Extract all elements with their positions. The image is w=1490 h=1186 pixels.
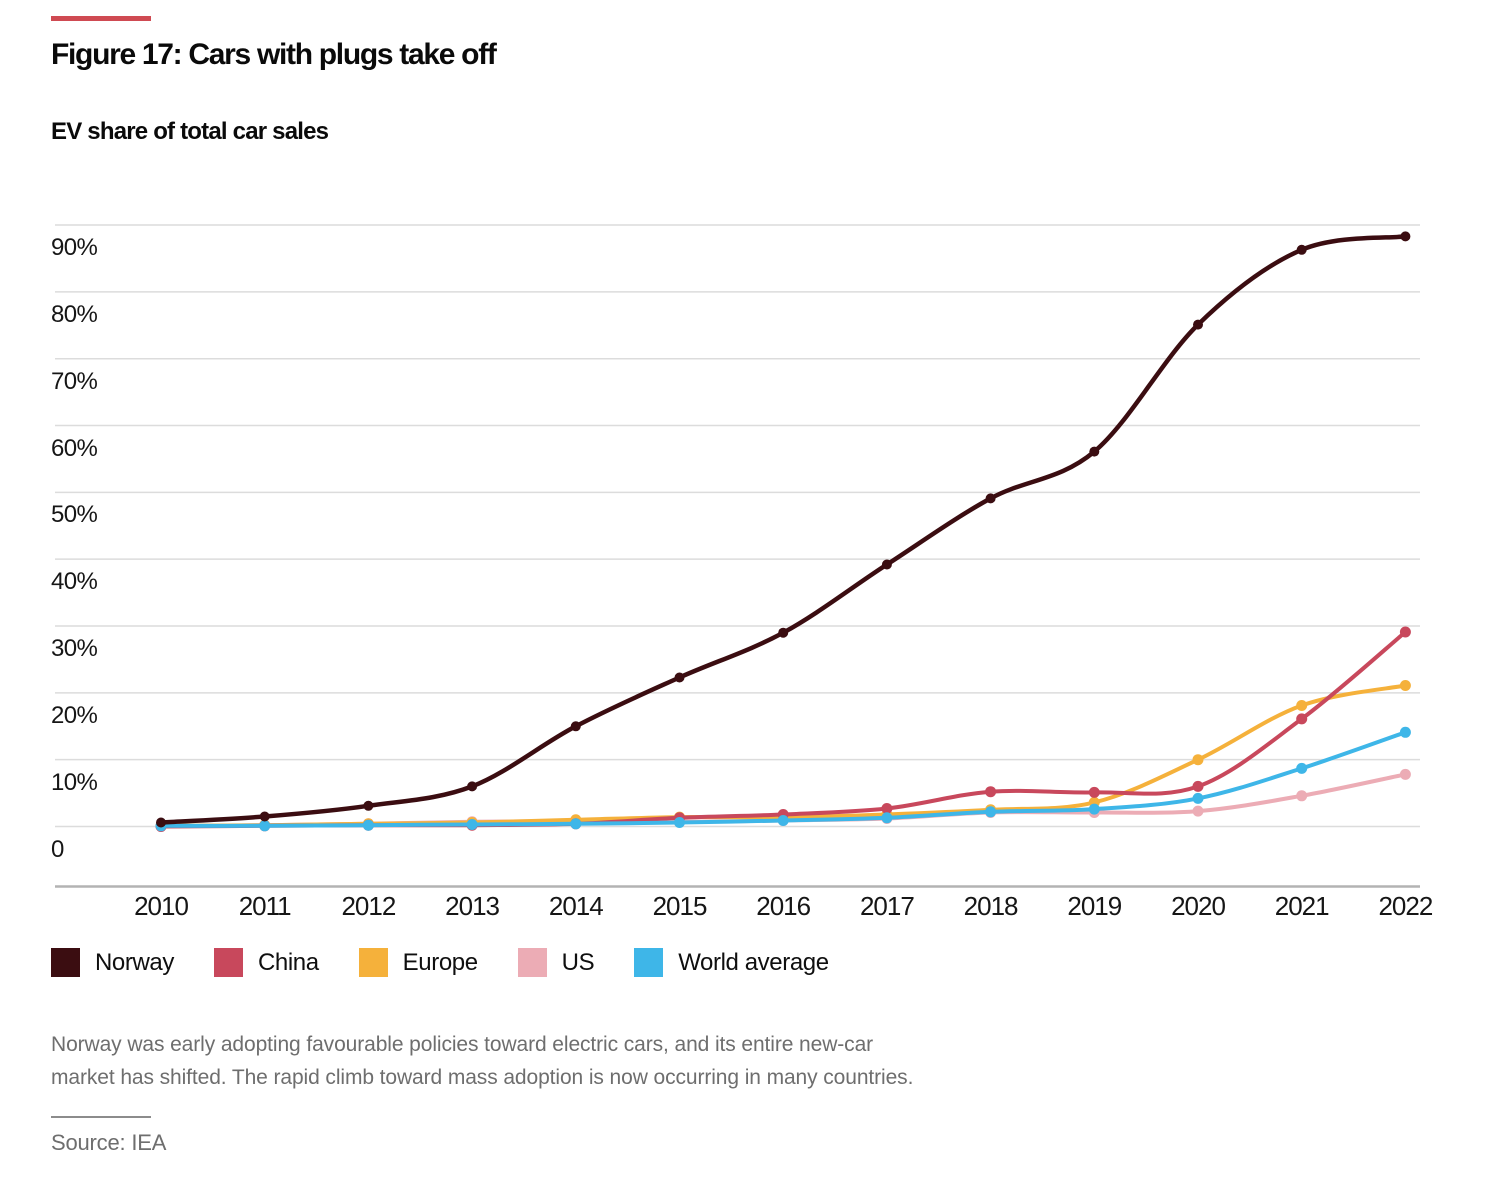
y-axis-tick-label: 50% [51, 501, 98, 529]
legend-item-europe: Europe [358, 948, 478, 977]
data-point-europe [1399, 680, 1411, 691]
data-point-world-average [259, 820, 271, 832]
legend-swatch-us [517, 948, 547, 977]
figure-title: Figure 17: Cars with plugs take off [51, 38, 497, 71]
data-point-china [1296, 713, 1308, 725]
source-divider [51, 1116, 151, 1118]
data-point-norway [570, 721, 581, 732]
data-point-norway [778, 627, 789, 638]
figure-caption: Norway was early adopting favourable pol… [51, 1028, 1031, 1094]
x-axis-tick-label: 2018 [963, 891, 1019, 921]
legend-item-us: US [517, 948, 595, 977]
data-point-world-average [674, 817, 685, 828]
data-point-norway [1089, 446, 1100, 457]
data-point-norway [674, 672, 685, 683]
data-point-world-average [881, 812, 893, 824]
data-point-china [1399, 626, 1411, 638]
x-axis-tick-label: 2012 [341, 891, 396, 921]
legend-swatch-europe [358, 948, 388, 977]
x-axis-tick-label: 2022 [1378, 891, 1433, 921]
data-point-norway [156, 817, 166, 828]
data-point-norway [1296, 244, 1307, 255]
series-line-europe [159, 683, 1408, 828]
data-point-world-average [1399, 726, 1411, 738]
y-axis-tick-label: 10% [51, 768, 98, 796]
legend-swatch-world-average [634, 948, 664, 977]
x-axis-tick-label: 2014 [548, 891, 604, 921]
data-point-norway [259, 811, 270, 822]
caption-line-1: Norway was early adopting favourable pol… [51, 1033, 874, 1056]
legend-item-world-average: World average [634, 948, 829, 977]
data-point-world-average [362, 819, 374, 831]
data-point-world-average [777, 815, 789, 826]
data-point-us [1399, 768, 1411, 780]
legend-label-norway: Norway [95, 948, 174, 976]
y-axis-tick-label: 90% [51, 234, 98, 262]
data-point-norway [1400, 231, 1411, 242]
y-axis-tick-label: 40% [51, 568, 98, 596]
x-axis-tick-label: 2020 [1171, 891, 1226, 921]
ev-share-line-chart: 0 10% 20% 30% 40% 50% 60% 70% 80% 90% 2010 2011 2012… [51, 224, 1433, 921]
x-axis-tick-label: 2019 [1067, 891, 1122, 921]
y-axis-tick-label: 30% [51, 635, 98, 662]
data-point-world-average [570, 818, 582, 830]
legend-label-world-average: World average [678, 948, 829, 976]
x-axis-tick-label: 2017 [859, 891, 915, 921]
data-point-europe [1296, 700, 1308, 711]
x-axis-tick-label: 2013 [445, 891, 500, 921]
data-point-europe [1192, 754, 1204, 766]
legend-label-us: US [561, 948, 595, 976]
series-line-norway [158, 234, 1408, 825]
y-axis-tick-label: 80% [51, 300, 98, 328]
data-point-world-average [1296, 762, 1308, 774]
data-point-china [985, 786, 997, 798]
data-point-world-average [1192, 792, 1204, 804]
data-point-us [1296, 790, 1308, 802]
data-point-norway [1193, 319, 1203, 330]
x-axis-tick-label: 2011 [238, 891, 292, 921]
data-point-norway [467, 781, 478, 792]
source-text: Source: IEA [51, 1130, 167, 1155]
legend-item-norway: Norway [51, 948, 174, 977]
data-point-china [1192, 780, 1204, 792]
x-axis-tick-label: 2016 [756, 891, 811, 921]
x-axis-tick-label: 2021 [1274, 891, 1330, 921]
data-point-norway [881, 559, 892, 570]
data-point-norway [363, 800, 374, 811]
x-axis-tick-label: 2015 [652, 891, 708, 921]
caption-line-2: market has shifted. The rapid climb towa… [51, 1066, 914, 1089]
data-point-us [1192, 805, 1204, 817]
data-point-world-average [985, 806, 997, 818]
y-axis-tick-label: 20% [51, 701, 98, 729]
legend-label-europe: Europe [402, 948, 478, 976]
y-axis-tick-label: 60% [51, 434, 98, 462]
y-axis-tick-label: 0 [51, 835, 64, 863]
chart-subtitle: EV share of total car sales [51, 118, 329, 145]
legend-swatch-china [213, 948, 243, 977]
data-point-world-average [1088, 803, 1100, 815]
data-point-china [1088, 786, 1100, 798]
y-axis-tick-label: 70% [51, 367, 98, 395]
chart-legend: Norway China Europe US World average [51, 948, 829, 977]
accent-bar [51, 16, 151, 21]
chart-plot-area [55, 224, 1420, 888]
series-line-china [159, 630, 1408, 829]
legend-swatch-norway [51, 948, 80, 977]
legend-item-china: China [213, 948, 319, 977]
data-point-china [881, 803, 893, 814]
data-point-world-average [466, 819, 478, 830]
legend-label-china: China [257, 948, 319, 976]
data-point-norway [985, 493, 996, 504]
x-axis-tick-label: 2010 [134, 891, 189, 921]
